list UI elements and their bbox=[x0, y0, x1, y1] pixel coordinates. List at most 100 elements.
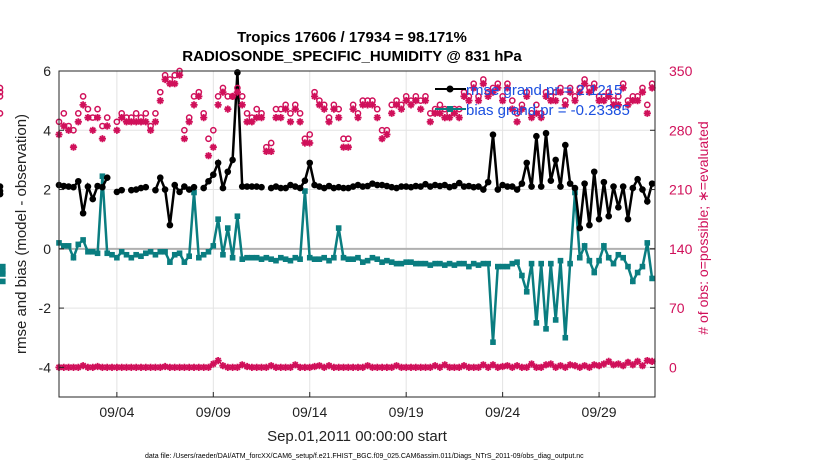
obs-low-point bbox=[277, 363, 285, 371]
rmse-point bbox=[513, 186, 521, 193]
obs-low-point bbox=[373, 363, 381, 371]
bias-point bbox=[287, 257, 294, 264]
rmse-point bbox=[70, 183, 77, 191]
obs-low-point bbox=[229, 363, 237, 371]
rmse-point bbox=[639, 186, 646, 193]
obs-possible-point bbox=[0, 84, 4, 92]
rmse-point bbox=[205, 177, 212, 185]
obs-low-point bbox=[368, 363, 376, 371]
obs-evaluated-point bbox=[499, 97, 507, 105]
obs-evaluated-point bbox=[364, 101, 372, 109]
obs-evaluated-point bbox=[547, 97, 555, 105]
obs-evaluated-point bbox=[556, 88, 565, 96]
obs-low-point bbox=[537, 363, 545, 371]
obs-evaluated-point bbox=[349, 105, 357, 113]
bias-point bbox=[302, 188, 308, 194]
rmse-point bbox=[229, 156, 236, 164]
obs-low-point bbox=[590, 361, 598, 369]
obs-possible-point bbox=[113, 118, 121, 126]
obs-evaluated-point bbox=[402, 97, 410, 105]
bias-point bbox=[499, 263, 506, 270]
obs-low-point bbox=[479, 361, 487, 369]
bias-point bbox=[196, 254, 202, 261]
obs-evaluated-point bbox=[624, 101, 632, 109]
obs-evaluated-point bbox=[94, 114, 102, 122]
rmse-point bbox=[571, 184, 579, 192]
bias-point bbox=[80, 237, 86, 243]
bias-point bbox=[234, 213, 241, 220]
obs-evaluated-point bbox=[224, 105, 232, 113]
bias-point bbox=[292, 254, 299, 261]
obs-low-point bbox=[267, 362, 275, 370]
obs-evaluated-point bbox=[431, 109, 439, 117]
obs-possible-point bbox=[0, 93, 4, 100]
bias-point bbox=[470, 260, 477, 267]
obs-evaluated-point bbox=[272, 114, 280, 122]
rmse-point bbox=[455, 179, 463, 187]
obs-evaluated-point bbox=[383, 130, 391, 139]
obs-possible-point bbox=[436, 101, 444, 109]
obs-evaluated-point bbox=[277, 114, 285, 122]
obs-low-point bbox=[446, 363, 454, 371]
obs-low-point bbox=[253, 363, 261, 371]
rmse-point bbox=[508, 183, 516, 190]
obs-possible-point bbox=[205, 135, 212, 143]
obs-possible-point bbox=[132, 109, 140, 117]
obs-low-point bbox=[378, 363, 386, 371]
obs-low-point bbox=[364, 362, 372, 370]
y-tick-label-right: 350 bbox=[669, 63, 693, 79]
bias-point bbox=[610, 260, 617, 267]
data-marks bbox=[0, 68, 656, 371]
obs-low-point bbox=[566, 361, 574, 369]
obs-evaluated-point bbox=[209, 143, 217, 151]
obs-low-point bbox=[161, 362, 169, 371]
obs-evaluated-point bbox=[638, 88, 647, 96]
obs-low-point bbox=[474, 363, 483, 371]
obs-possible-point bbox=[0, 88, 4, 96]
obs-evaluated-point bbox=[494, 84, 502, 92]
obs-evaluated-point bbox=[479, 80, 487, 88]
obs-evaluated-point bbox=[455, 114, 463, 122]
obs-low-point bbox=[94, 362, 102, 371]
obs-possible-point bbox=[296, 109, 304, 117]
obs-low-point bbox=[224, 363, 232, 371]
rmse-point bbox=[156, 174, 164, 181]
bias-point bbox=[408, 259, 414, 265]
obs-low-point bbox=[118, 363, 126, 371]
bias-point bbox=[446, 260, 453, 267]
rmse-point bbox=[79, 209, 87, 217]
obs-low-point bbox=[455, 363, 463, 371]
obs-low-point bbox=[166, 363, 174, 371]
legend: rmse grand pr = 2.1215 bias grand pr = -… bbox=[435, 82, 630, 119]
rmse-point bbox=[84, 183, 92, 190]
obs-evaluated-point bbox=[576, 88, 584, 96]
obs-evaluated-point bbox=[508, 105, 516, 113]
bias-point bbox=[118, 248, 125, 255]
rmse-point bbox=[489, 131, 497, 139]
obs-evaluated-point bbox=[335, 114, 343, 122]
rmse-point bbox=[562, 141, 569, 149]
rmse-point bbox=[557, 183, 564, 190]
y-tick-label-right: 140 bbox=[669, 241, 693, 257]
obs-low-point bbox=[171, 363, 179, 371]
obs-evaluated-point bbox=[238, 101, 246, 109]
rmse-point bbox=[523, 159, 531, 167]
obs-evaluated-point bbox=[65, 126, 73, 134]
obs-possible-point bbox=[306, 131, 314, 138]
rmse-point bbox=[547, 177, 555, 184]
bias-point bbox=[451, 262, 458, 268]
bias-point bbox=[441, 262, 448, 268]
obs-low-point bbox=[330, 363, 338, 371]
plot-frame bbox=[58, 70, 656, 398]
obs-evaluated-point bbox=[470, 84, 478, 92]
obs-low-point bbox=[349, 363, 357, 371]
obs-low-point bbox=[65, 363, 73, 371]
obs-evaluated-point bbox=[320, 105, 328, 113]
obs-evaluated-point bbox=[185, 118, 193, 126]
obs-evaluated-point bbox=[474, 97, 483, 105]
legend-label-bias: bias grand pr = -0.23385 bbox=[466, 102, 630, 119]
rmse-point bbox=[306, 159, 314, 167]
obs-low-point bbox=[142, 363, 150, 371]
bias-point bbox=[586, 257, 593, 264]
obs-possible-point bbox=[60, 109, 68, 117]
